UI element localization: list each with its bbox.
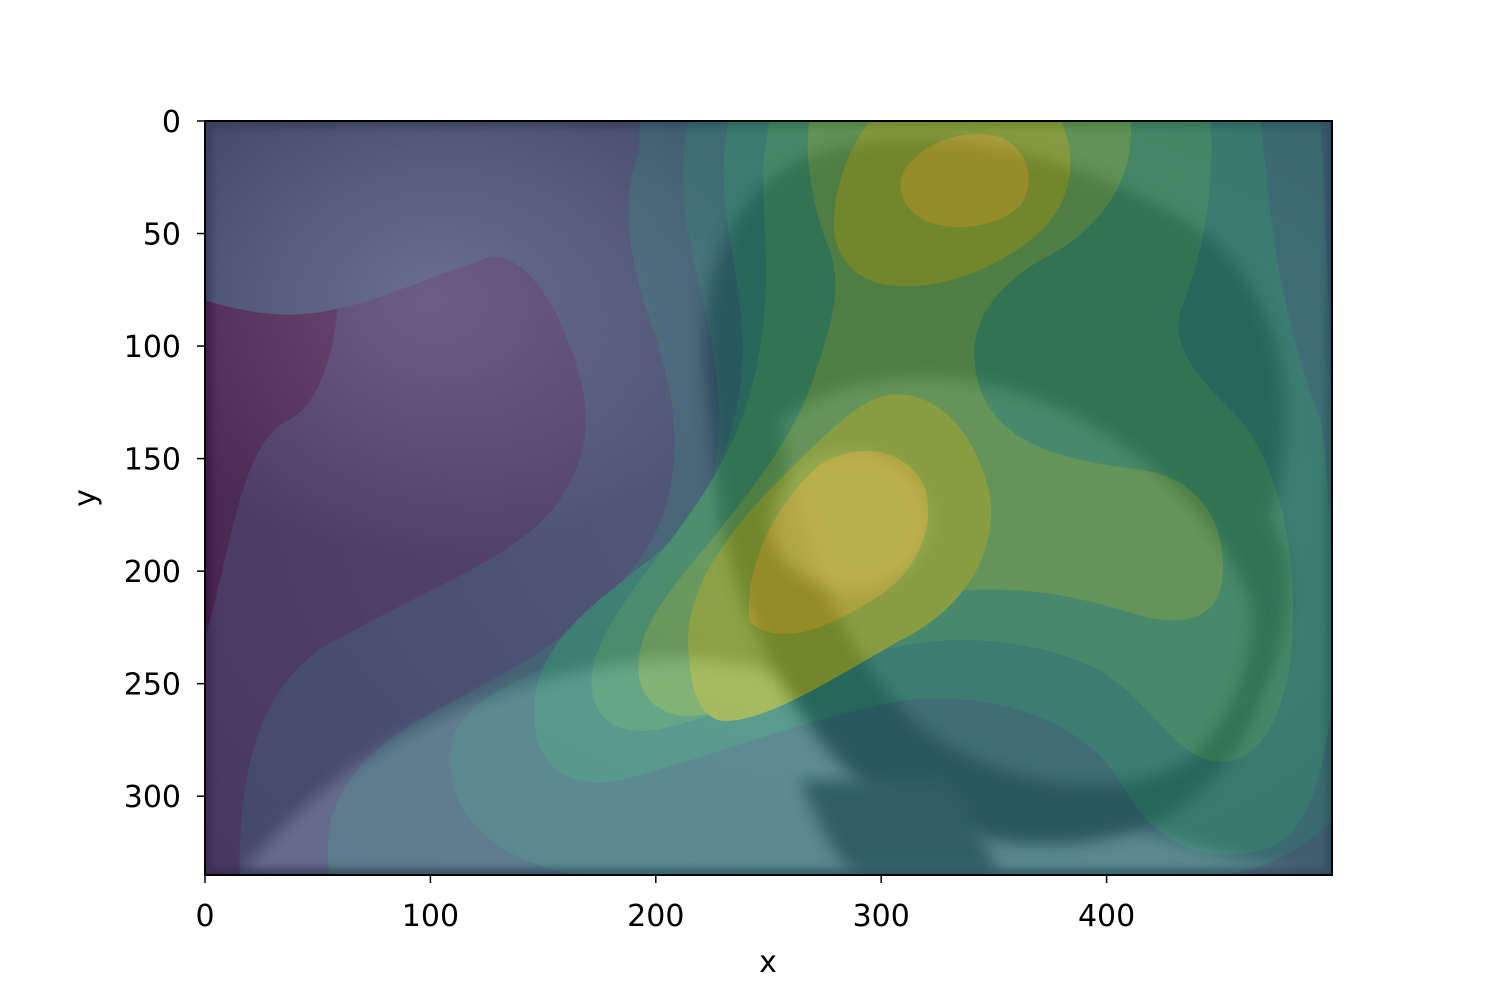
y-tick-label: 100 (124, 330, 181, 365)
x-axis-label: x (759, 945, 777, 980)
x-tick-label: 400 (1078, 899, 1135, 934)
density-peak-upper (900, 134, 1029, 227)
y-tick-label: 250 (124, 668, 181, 703)
y-tick-label: 150 (124, 443, 181, 478)
y-tick-label: 300 (124, 780, 181, 815)
x-tick-label: 300 (853, 899, 910, 934)
y-axis-label: y (68, 489, 103, 507)
x-tick-label: 200 (627, 899, 684, 934)
plot-frame (204, 120, 1333, 876)
y-axis: 0 50 100 150 200 250 300 (124, 105, 205, 815)
x-tick-label: 0 (195, 899, 214, 934)
density-contours (205, 121, 1332, 875)
y-tick-label: 200 (124, 555, 181, 590)
y-tick-label: 50 (143, 218, 181, 253)
y-tick-label: 0 (162, 105, 181, 140)
x-axis: 0 100 200 300 400 (195, 875, 1135, 934)
x-tick-label: 100 (402, 899, 459, 934)
density-peak-lower (749, 450, 929, 635)
